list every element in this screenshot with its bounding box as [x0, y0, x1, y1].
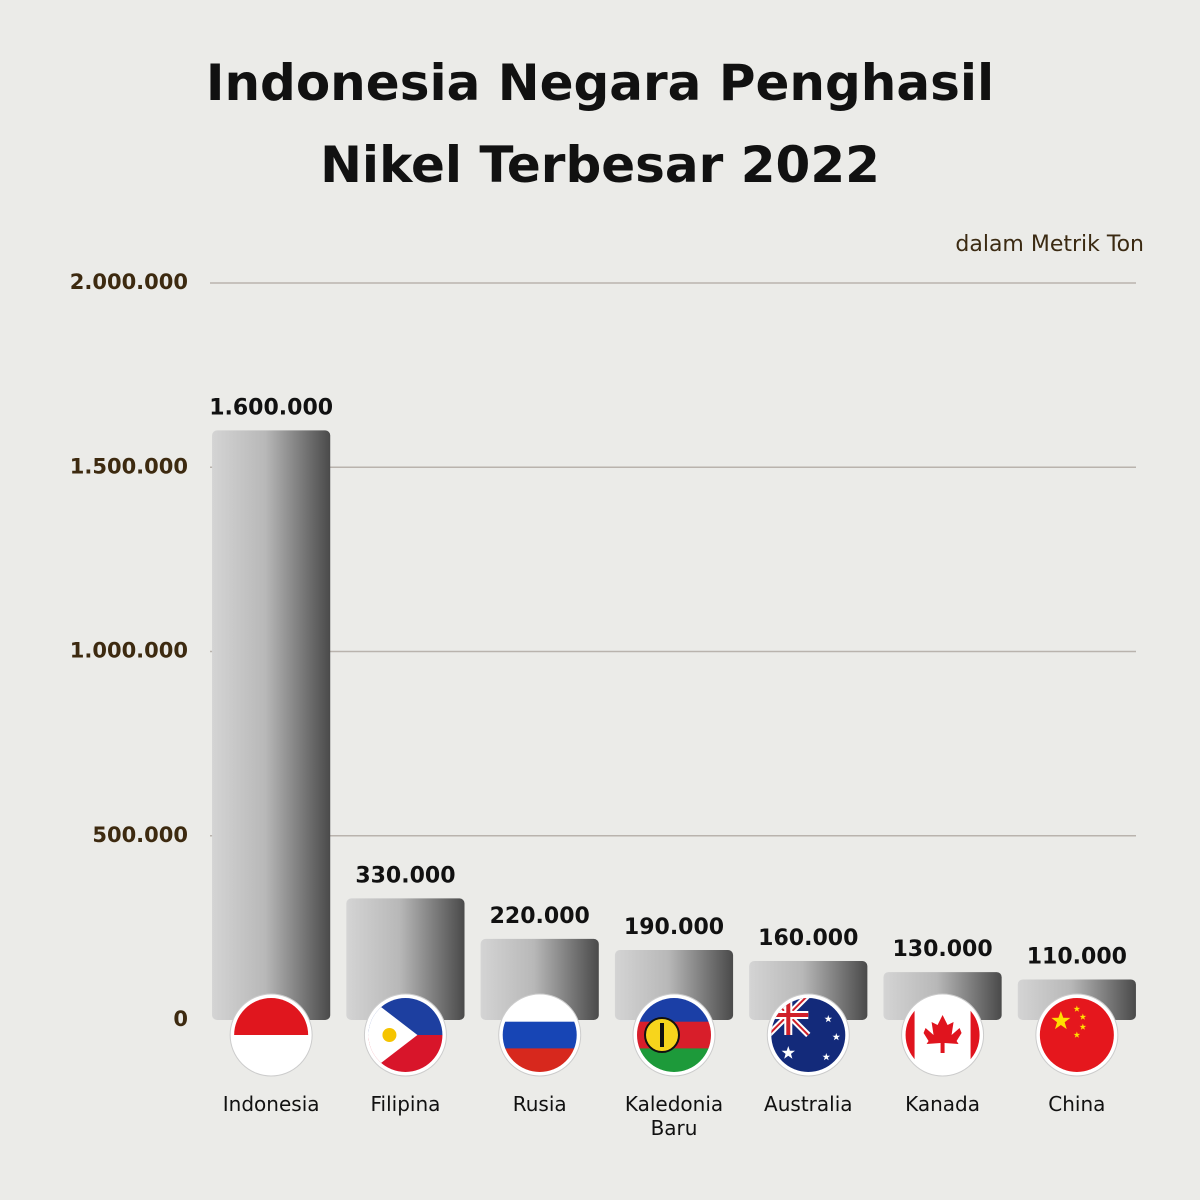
chart-subtitle: dalam Metrik Ton	[955, 232, 1144, 257]
bar	[346, 898, 465, 1020]
flag-body	[502, 998, 577, 1072]
flag-star	[832, 1033, 841, 1041]
x-tick-label: China	[1048, 1092, 1106, 1116]
x-tick-label: Filipina	[370, 1092, 441, 1116]
flag	[229, 993, 313, 1077]
x-tick-label: Indonesia	[222, 1092, 320, 1116]
x-tick-label: Rusia	[512, 1092, 567, 1116]
y-tick-label: 0	[173, 1007, 188, 1031]
flag-body	[905, 998, 980, 1072]
value-label: 220.000	[490, 904, 590, 929]
flag-star	[1073, 1005, 1081, 1012]
flag-star	[824, 1015, 833, 1023]
value-label: 110.000	[1027, 944, 1127, 969]
flag-star	[1079, 1013, 1087, 1020]
flag-star	[1051, 1011, 1071, 1030]
y-tick-label: 1.000.000	[70, 639, 188, 663]
flag-star	[1079, 1023, 1087, 1030]
flag-part	[637, 1048, 711, 1072]
flag	[901, 993, 985, 1077]
x-tick-label: Australia	[764, 1092, 853, 1116]
flag	[766, 993, 850, 1077]
chart-title: Indonesia Negara Penghasil Nikel Terbesa…	[205, 54, 995, 194]
flag	[363, 993, 447, 1077]
value-label: 190.000	[624, 915, 724, 940]
y-tick-label: 1.500.000	[70, 454, 188, 478]
flag-part	[905, 998, 915, 1072]
bar	[749, 961, 868, 1020]
flag-star	[822, 1053, 831, 1061]
flag-part	[382, 1028, 397, 1042]
value-label: 160.000	[758, 926, 858, 951]
flag-part	[923, 1015, 962, 1053]
flag-body	[1039, 998, 1114, 1072]
flag-part	[786, 998, 791, 1035]
bar	[614, 949, 734, 1020]
value-label: 1.600.000	[209, 395, 333, 420]
flag-star	[1073, 1031, 1081, 1038]
bar	[480, 938, 599, 1020]
flag-part	[660, 1023, 664, 1047]
flag	[498, 993, 582, 1077]
x-tick-label: Kanada	[905, 1092, 981, 1116]
flag-part	[502, 1048, 577, 1072]
flag	[1035, 993, 1119, 1077]
flag-part	[234, 1035, 309, 1072]
flag-part	[970, 998, 980, 1072]
value-label: 330.000	[355, 863, 455, 888]
flag	[632, 993, 716, 1077]
x-tick-label: Kaledonia Baru	[624, 1092, 724, 1140]
value-label: 130.000	[892, 937, 992, 962]
flag-body	[637, 998, 711, 1072]
flag-star	[781, 1046, 795, 1059]
flag-part	[502, 1021, 577, 1049]
y-tick-label: 2.000.000	[70, 270, 188, 294]
y-tick-label: 500.000	[92, 823, 188, 847]
bar	[212, 430, 331, 1020]
